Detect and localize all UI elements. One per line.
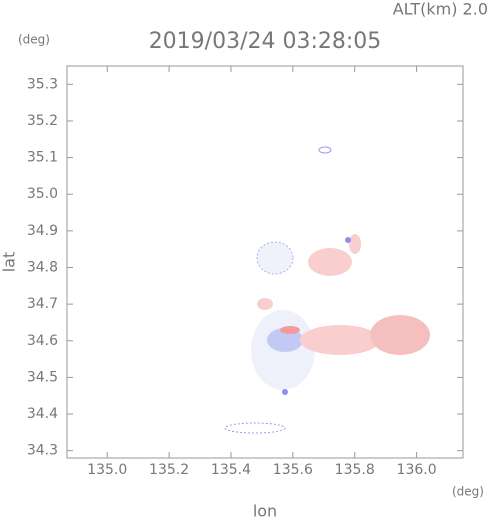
y-tick-label: 34.9 <box>27 223 58 239</box>
x-tick-label: 135.4 <box>211 462 251 478</box>
y-tick-label: 35.1 <box>27 150 58 166</box>
x-label: lon <box>253 502 277 521</box>
y-tick-label: 34.3 <box>27 443 58 459</box>
plot-frame <box>66 65 464 459</box>
y-tick-label: 35.0 <box>27 186 58 202</box>
y-tick-label: 34.8 <box>27 259 58 275</box>
y-tick-label: 35.3 <box>27 76 58 92</box>
altitude: ALT(km) 2.0 <box>393 0 488 19</box>
y-tick-label: 34.6 <box>27 333 58 349</box>
y-unit: (deg) <box>18 33 50 47</box>
y-tick-label: 35.2 <box>27 113 58 129</box>
x-unit: (deg) <box>452 485 484 499</box>
chart-title: 2019/03/24 03:28:05 <box>149 29 382 54</box>
y-tick-label: 34.4 <box>27 406 58 422</box>
x-tick-label: 136.0 <box>397 462 437 478</box>
x-tick-label: 135.8 <box>335 462 375 478</box>
y-tick-label: 34.7 <box>27 296 58 312</box>
y-label: lat <box>0 252 19 273</box>
x-tick-label: 135.2 <box>149 462 189 478</box>
echo-field <box>224 146 430 434</box>
x-tick-label: 135.6 <box>273 462 313 478</box>
x-tick-label: 135.0 <box>87 462 127 478</box>
y-tick-label: 34.5 <box>27 369 58 385</box>
